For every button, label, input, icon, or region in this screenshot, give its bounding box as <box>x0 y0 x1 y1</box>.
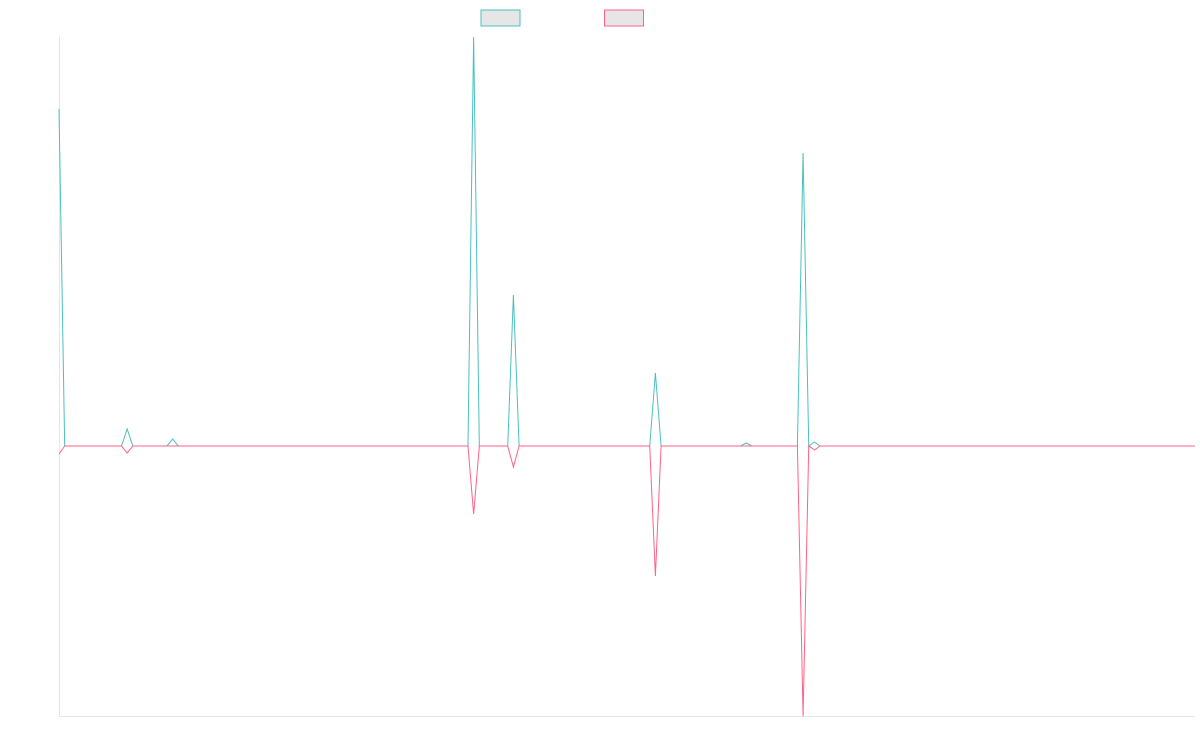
legend-swatch <box>604 9 644 27</box>
data-line <box>58 445 1195 717</box>
data-line <box>58 36 1195 447</box>
legend-swatch <box>480 9 521 27</box>
